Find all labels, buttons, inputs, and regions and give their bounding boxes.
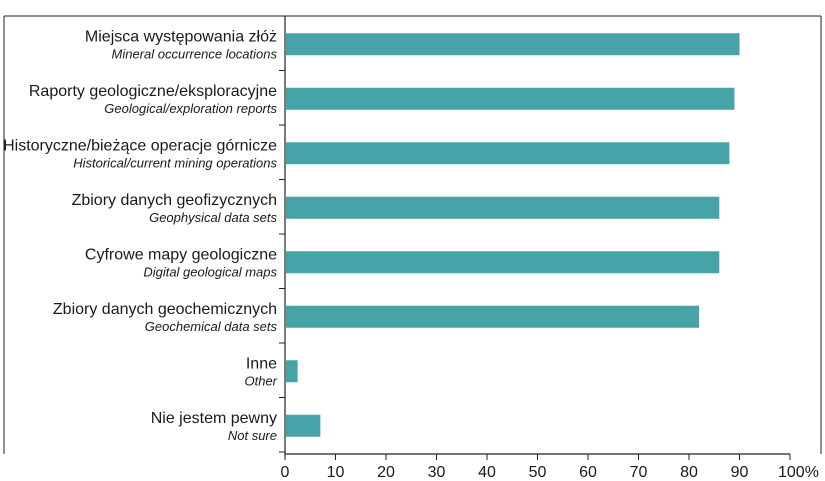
x-tick-label: 0 bbox=[281, 464, 290, 481]
x-tick-label: 60 bbox=[579, 464, 597, 481]
category-label: Zbiory danych geofizycznych bbox=[72, 192, 277, 209]
category-sublabel: Historical/current mining operations bbox=[73, 155, 277, 170]
category-sublabel: Geochemical data sets bbox=[145, 319, 278, 334]
category-label: Miejsca występowania złóż bbox=[85, 28, 277, 45]
x-tick-label: 70 bbox=[630, 464, 648, 481]
x-tick-label: 90 bbox=[731, 464, 749, 481]
bar-6 bbox=[286, 360, 298, 383]
x-tick-label: 50 bbox=[529, 464, 547, 481]
category-sublabel: Geophysical data sets bbox=[149, 210, 277, 225]
category-label: Historyczne/bieżące operacje górnicze bbox=[3, 137, 277, 154]
bar-1 bbox=[286, 87, 735, 110]
category-sublabel: Geological/exploration reports bbox=[104, 101, 277, 116]
bar-0 bbox=[286, 33, 740, 56]
category-label: Zbiory danych geochemicznych bbox=[53, 301, 277, 318]
x-tick-label: 20 bbox=[377, 464, 395, 481]
bar-3 bbox=[286, 196, 720, 219]
bar-2 bbox=[286, 142, 730, 165]
bar-4 bbox=[286, 251, 720, 274]
category-label: Cyfrowe mapy geologiczne bbox=[85, 246, 277, 263]
category-label: Inne bbox=[246, 355, 277, 372]
category-sublabel: Mineral occurrence locations bbox=[112, 46, 278, 61]
category-sublabel: Digital geological maps bbox=[143, 264, 277, 279]
category-sublabel: Other bbox=[244, 373, 277, 388]
bar-5 bbox=[286, 305, 700, 328]
bar-7 bbox=[286, 414, 321, 437]
x-tick-label: 40 bbox=[478, 464, 496, 481]
x-tick-label: 100% bbox=[778, 464, 819, 481]
x-tick-label: 10 bbox=[327, 464, 345, 481]
category-sublabel: Not sure bbox=[228, 428, 277, 443]
category-label: Raporty geologiczne/eksploracyjne bbox=[29, 83, 277, 100]
x-tick-label: 30 bbox=[428, 464, 446, 481]
x-tick-label: 80 bbox=[680, 464, 698, 481]
category-label: Nie jestem pewny bbox=[151, 410, 277, 427]
